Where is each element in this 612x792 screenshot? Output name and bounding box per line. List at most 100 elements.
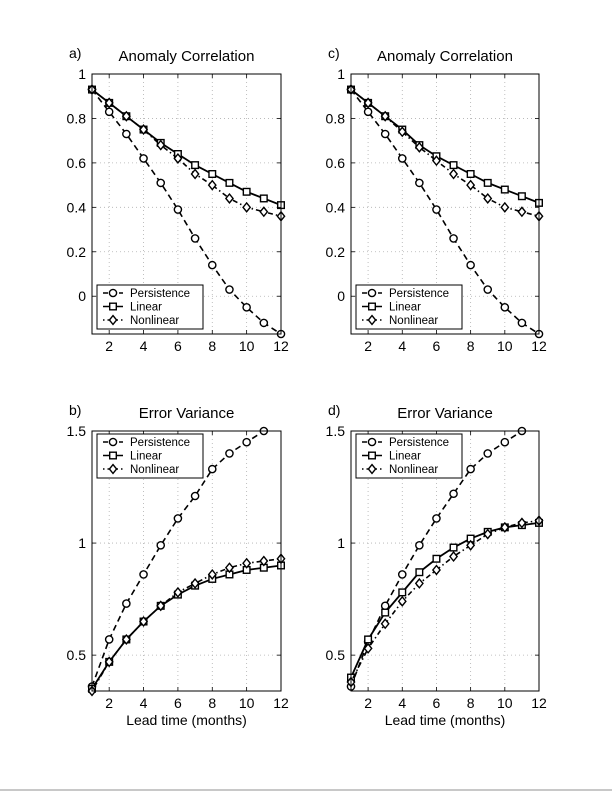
- data-point-linear: [208, 169, 217, 178]
- legend-marker-persistence: [108, 288, 118, 298]
- data-point-nonlinear: [121, 110, 131, 122]
- series-line-linear: [91, 88, 282, 206]
- x-tick-label: 10: [497, 338, 513, 354]
- data-point-nonlinear: [431, 155, 441, 167]
- data-point-linear: [364, 635, 373, 644]
- data-point-linear: [415, 568, 424, 577]
- y-tick-label: 0.5: [326, 647, 346, 663]
- legend-label-linear: Linear: [389, 302, 421, 314]
- data-point-persistence: [104, 635, 114, 644]
- data-point-persistence: [173, 205, 183, 214]
- data-point-nonlinear: [156, 600, 166, 612]
- y-tick-label: 1: [337, 535, 345, 551]
- legend-marker-linear: [108, 451, 117, 460]
- chart-panel-b: 2 4 6 8 10 12 0.5 1 1.5 Error Variance b) Lead time…: [67, 402, 289, 728]
- data-point-linear: [500, 185, 509, 194]
- data-point-nonlinear: [224, 192, 234, 204]
- data-point-persistence: [259, 318, 269, 328]
- x-tick-label: 6: [433, 695, 441, 711]
- x-tick-label: 2: [364, 695, 372, 711]
- legend-marker-linear: [368, 302, 377, 311]
- legend-marker-persistence: [367, 437, 377, 447]
- y-tick-label: 0.8: [67, 110, 87, 126]
- data-point-persistence: [207, 464, 217, 474]
- axes-frame: [350, 430, 540, 692]
- data-point-linear: [517, 192, 526, 201]
- data-point-persistence: [483, 449, 493, 458]
- x-tick-label: 10: [239, 695, 255, 711]
- data-point-linear: [398, 588, 407, 597]
- legend-label-persistence: Persistence: [389, 437, 449, 449]
- data-point-nonlinear: [104, 656, 114, 668]
- data-point-nonlinear: [224, 562, 234, 574]
- chart-panel-d: 2 4 6 8 10 12 0.5 1 1.5 Error Variance d) Lead time…: [326, 402, 547, 728]
- x-tick-label: 8: [208, 695, 216, 711]
- data-point-persistence: [139, 154, 148, 163]
- x-tick-label: 12: [531, 695, 547, 711]
- x-tick-label: 6: [174, 338, 182, 354]
- legend-marker-nonlinear: [108, 314, 118, 326]
- data-point-nonlinear: [242, 557, 252, 569]
- data-point-linear: [449, 161, 458, 170]
- data-point-persistence: [225, 449, 234, 458]
- legend-label-persistence: Persistence: [130, 288, 190, 300]
- data-point-linear: [242, 187, 251, 196]
- data-point-nonlinear: [397, 595, 407, 607]
- chart-title: Anomaly Correlation: [377, 48, 513, 65]
- x-tick-label: 8: [467, 695, 475, 711]
- y-tick-label: 0: [78, 288, 86, 304]
- panel-label: b): [69, 402, 81, 418]
- data-point-linear: [432, 554, 441, 563]
- series-line-nonlinear: [350, 519, 540, 683]
- y-tick-label: 0.4: [326, 199, 346, 215]
- data-point-nonlinear: [397, 126, 407, 138]
- x-tick-label: 12: [531, 338, 547, 354]
- data-point-nonlinear: [173, 586, 183, 598]
- data-point-linear: [259, 194, 268, 203]
- data-point-nonlinear: [517, 517, 527, 529]
- data-point-linear: [225, 178, 234, 187]
- data-point-persistence: [449, 234, 458, 243]
- data-point-persistence: [466, 260, 475, 270]
- y-tick-label: 1: [337, 66, 345, 82]
- x-axis-label: Lead time (months): [385, 712, 506, 728]
- y-tick-label: 0.2: [67, 244, 87, 260]
- x-tick-label: 6: [174, 695, 182, 711]
- data-point-persistence: [207, 260, 217, 270]
- x-tick-label: 8: [467, 338, 475, 354]
- data-point-persistence: [242, 437, 251, 447]
- y-tick-label: 0.6: [67, 155, 87, 171]
- legend-marker-linear: [108, 302, 117, 311]
- data-point-persistence: [122, 129, 131, 139]
- data-point-persistence: [190, 491, 200, 501]
- y-tick-label: 1.5: [326, 423, 346, 439]
- x-tick-label: 4: [140, 338, 148, 354]
- chart-title: Error Variance: [397, 405, 493, 422]
- data-point-nonlinear: [139, 616, 149, 628]
- legend-label-nonlinear: Nonlinear: [389, 315, 438, 327]
- series-line-nonlinear: [91, 557, 282, 692]
- data-point-nonlinear: [259, 555, 269, 567]
- data-point-nonlinear: [500, 201, 510, 213]
- data-point-persistence: [449, 489, 458, 499]
- data-point-linear: [483, 178, 492, 187]
- data-point-persistence: [415, 178, 424, 188]
- x-tick-label: 8: [208, 338, 216, 354]
- legend-label-nonlinear: Nonlinear: [130, 464, 179, 476]
- axes-frame: [91, 73, 282, 335]
- chart-title: Error Variance: [139, 405, 235, 422]
- y-tick-label: 0.5: [67, 647, 87, 663]
- data-point-nonlinear: [449, 168, 459, 180]
- data-point-nonlinear: [363, 97, 373, 109]
- data-point-nonlinear: [483, 528, 493, 540]
- data-point-persistence: [466, 464, 475, 474]
- data-point-persistence: [104, 107, 114, 117]
- data-point-nonlinear: [380, 110, 390, 122]
- data-point-nonlinear: [207, 568, 217, 580]
- legend-label-linear: Linear: [130, 302, 162, 314]
- legend-label-linear: Linear: [389, 451, 421, 463]
- x-tick-label: 2: [105, 338, 113, 354]
- data-point-persistence: [500, 437, 510, 447]
- data-point-nonlinear: [466, 179, 476, 191]
